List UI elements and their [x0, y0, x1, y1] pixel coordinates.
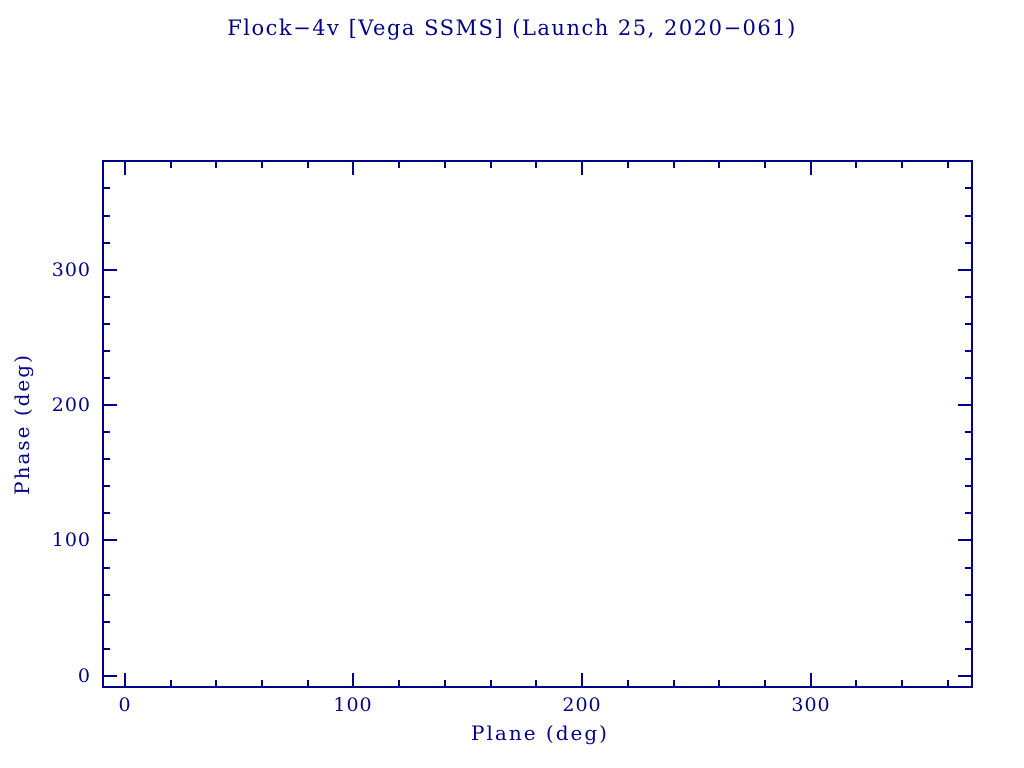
y-axis-minor-tick [965, 215, 971, 217]
x-axis-minor-tick [535, 162, 537, 168]
y-axis-minor-tick [965, 485, 971, 487]
x-axis-major-tick [124, 162, 126, 175]
x-axis-minor-tick [855, 680, 857, 686]
x-axis-major-tick [810, 162, 812, 175]
x-tick-label: 0 [118, 694, 132, 716]
x-axis-major-tick [581, 673, 583, 686]
x-axis-minor-tick [627, 680, 629, 686]
y-axis-minor-tick [104, 296, 110, 298]
y-axis-minor-tick [965, 621, 971, 623]
x-axis-minor-tick [673, 162, 675, 168]
y-axis-major-tick [104, 675, 117, 677]
x-axis-minor-tick [535, 680, 537, 686]
y-axis-minor-tick [104, 485, 110, 487]
y-axis-minor-tick [104, 323, 110, 325]
y-axis-minor-tick [104, 187, 110, 189]
x-axis-minor-tick [855, 162, 857, 168]
x-tick-label: 200 [562, 694, 602, 716]
x-axis-minor-tick [764, 162, 766, 168]
x-axis-major-tick [352, 673, 354, 686]
x-axis-minor-tick [398, 680, 400, 686]
y-axis-minor-tick [965, 187, 971, 189]
x-axis-minor-tick [261, 680, 263, 686]
y-axis-minor-tick [965, 377, 971, 379]
y-axis-minor-tick [965, 512, 971, 514]
y-axis-minor-tick [965, 431, 971, 433]
y-axis-minor-tick [104, 621, 110, 623]
x-axis-minor-tick [398, 162, 400, 168]
x-axis-minor-tick [444, 162, 446, 168]
x-axis-minor-tick [170, 680, 172, 686]
y-axis-minor-tick [965, 296, 971, 298]
x-axis-minor-tick [215, 680, 217, 686]
x-axis-minor-tick [490, 680, 492, 686]
x-axis-major-tick [352, 162, 354, 175]
y-tick-label: 300 [51, 259, 91, 281]
y-axis-major-tick [958, 404, 971, 406]
x-axis-minor-tick [261, 162, 263, 168]
y-axis-minor-tick [104, 350, 110, 352]
y-axis-minor-tick [104, 215, 110, 217]
x-axis-minor-tick [718, 162, 720, 168]
y-axis-minor-tick [104, 512, 110, 514]
y-axis-minor-tick [104, 431, 110, 433]
y-tick-label: 100 [51, 529, 91, 551]
x-axis-major-tick [124, 673, 126, 686]
x-axis-minor-tick [627, 162, 629, 168]
y-axis-minor-tick [965, 350, 971, 352]
x-axis-minor-tick [170, 162, 172, 168]
y-tick-label: 200 [51, 394, 91, 416]
y-axis-major-tick [104, 269, 117, 271]
x-axis-minor-tick [901, 680, 903, 686]
y-axis-minor-tick [965, 648, 971, 650]
y-axis-minor-tick [104, 648, 110, 650]
x-axis-minor-tick [307, 162, 309, 168]
chart-title: Flock−4v [Vega SSMS] (Launch 25, 2020−06… [227, 16, 797, 40]
x-tick-label: 100 [333, 694, 373, 716]
y-axis-minor-tick [965, 594, 971, 596]
x-tick-label: 300 [791, 694, 831, 716]
y-axis-minor-tick [965, 567, 971, 569]
y-axis-major-tick [958, 539, 971, 541]
y-tick-label: 0 [77, 665, 91, 687]
y-axis-minor-tick [104, 567, 110, 569]
y-axis-minor-tick [965, 160, 971, 162]
x-axis-minor-tick [444, 680, 446, 686]
y-axis-major-tick [958, 675, 971, 677]
x-axis-major-tick [581, 162, 583, 175]
y-axis-minor-tick [104, 242, 110, 244]
x-axis-minor-tick [490, 162, 492, 168]
x-axis-label: Plane (deg) [471, 721, 609, 745]
x-axis-minor-tick [307, 680, 309, 686]
y-axis-minor-tick [965, 458, 971, 460]
y-axis-major-tick [958, 269, 971, 271]
plot-frame [102, 160, 973, 688]
y-axis-major-tick [104, 404, 117, 406]
x-axis-minor-tick [947, 680, 949, 686]
y-axis-major-tick [104, 539, 117, 541]
x-axis-minor-tick [673, 680, 675, 686]
y-axis-minor-tick [965, 242, 971, 244]
x-axis-minor-tick [947, 162, 949, 168]
x-axis-minor-tick [901, 162, 903, 168]
x-axis-minor-tick [215, 162, 217, 168]
y-axis-minor-tick [104, 160, 110, 162]
y-axis-minor-tick [104, 594, 110, 596]
y-axis-label: Phase (deg) [10, 353, 34, 495]
y-axis-minor-tick [965, 323, 971, 325]
x-axis-major-tick [810, 673, 812, 686]
x-axis-minor-tick [718, 680, 720, 686]
y-axis-minor-tick [104, 458, 110, 460]
y-axis-minor-tick [104, 377, 110, 379]
x-axis-minor-tick [764, 680, 766, 686]
